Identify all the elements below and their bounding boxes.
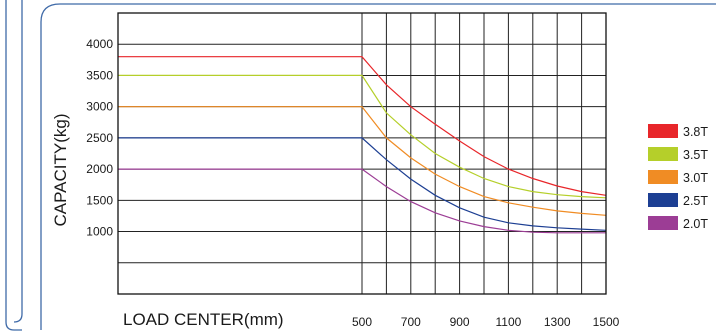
- series-line-3.5T: [118, 74, 607, 199]
- legend-label-2.0T: 2.0T: [683, 217, 708, 231]
- plot-border: [117, 12, 607, 295]
- legend-label-3.5T: 3.5T: [683, 148, 708, 162]
- left-frame-inner-line: [13, 0, 23, 323]
- y-tick-label: 3500: [86, 68, 113, 82]
- y-tick-label: 3000: [86, 100, 113, 114]
- page-frame: [5, 0, 716, 331]
- legend-swatch-3.0T: [648, 170, 678, 184]
- legend-label-3.8T: 3.8T: [683, 125, 708, 139]
- x-tick-label: 1100: [495, 315, 521, 329]
- x-tick-label: 900: [450, 315, 470, 329]
- chart-grid: [118, 13, 606, 294]
- plot-frame: [117, 12, 607, 295]
- series-lines: [118, 56, 607, 234]
- series-line-3.0T: [118, 106, 607, 216]
- right-frame-bracket: [40, 3, 716, 330]
- x-tick-labels: 500 700 900 1100 1300 1500: [352, 315, 620, 329]
- y-axis-title: CAPACITY(kg): [51, 113, 70, 226]
- chart-legend: 3.8T 3.5T 3.0T 2.5T 2.0T: [648, 124, 708, 231]
- y-tick-label: 4000: [86, 37, 113, 51]
- y-tick-label: 1500: [86, 193, 113, 207]
- legend-swatch-3.8T: [648, 124, 678, 138]
- legend-swatch-2.5T: [648, 193, 678, 207]
- x-tick-label: 1300: [544, 315, 571, 329]
- legend-swatch-3.5T: [648, 147, 678, 161]
- series-line-3.8T: [118, 56, 607, 196]
- series-line-2.5T: [118, 137, 607, 231]
- x-tick-label: 700: [401, 315, 421, 329]
- y-tick-label: 2000: [86, 162, 113, 176]
- x-tick-label: 500: [352, 315, 372, 329]
- legend-label-3.0T: 3.0T: [683, 171, 708, 185]
- left-frame-bracket: [5, 0, 22, 331]
- y-tick-label: 1000: [86, 225, 113, 239]
- y-tick-labels: 4000 3500 3000 2500 2000 1500 1000: [86, 37, 113, 238]
- legend-label-2.5T: 2.5T: [683, 194, 708, 208]
- series-line-2.0T: [118, 168, 606, 234]
- legend-swatch-2.0T: [648, 216, 678, 230]
- x-axis-title: LOAD CENTER(mm): [123, 310, 284, 329]
- x-tick-label: 1500: [593, 315, 620, 329]
- y-tick-label: 2500: [86, 131, 113, 145]
